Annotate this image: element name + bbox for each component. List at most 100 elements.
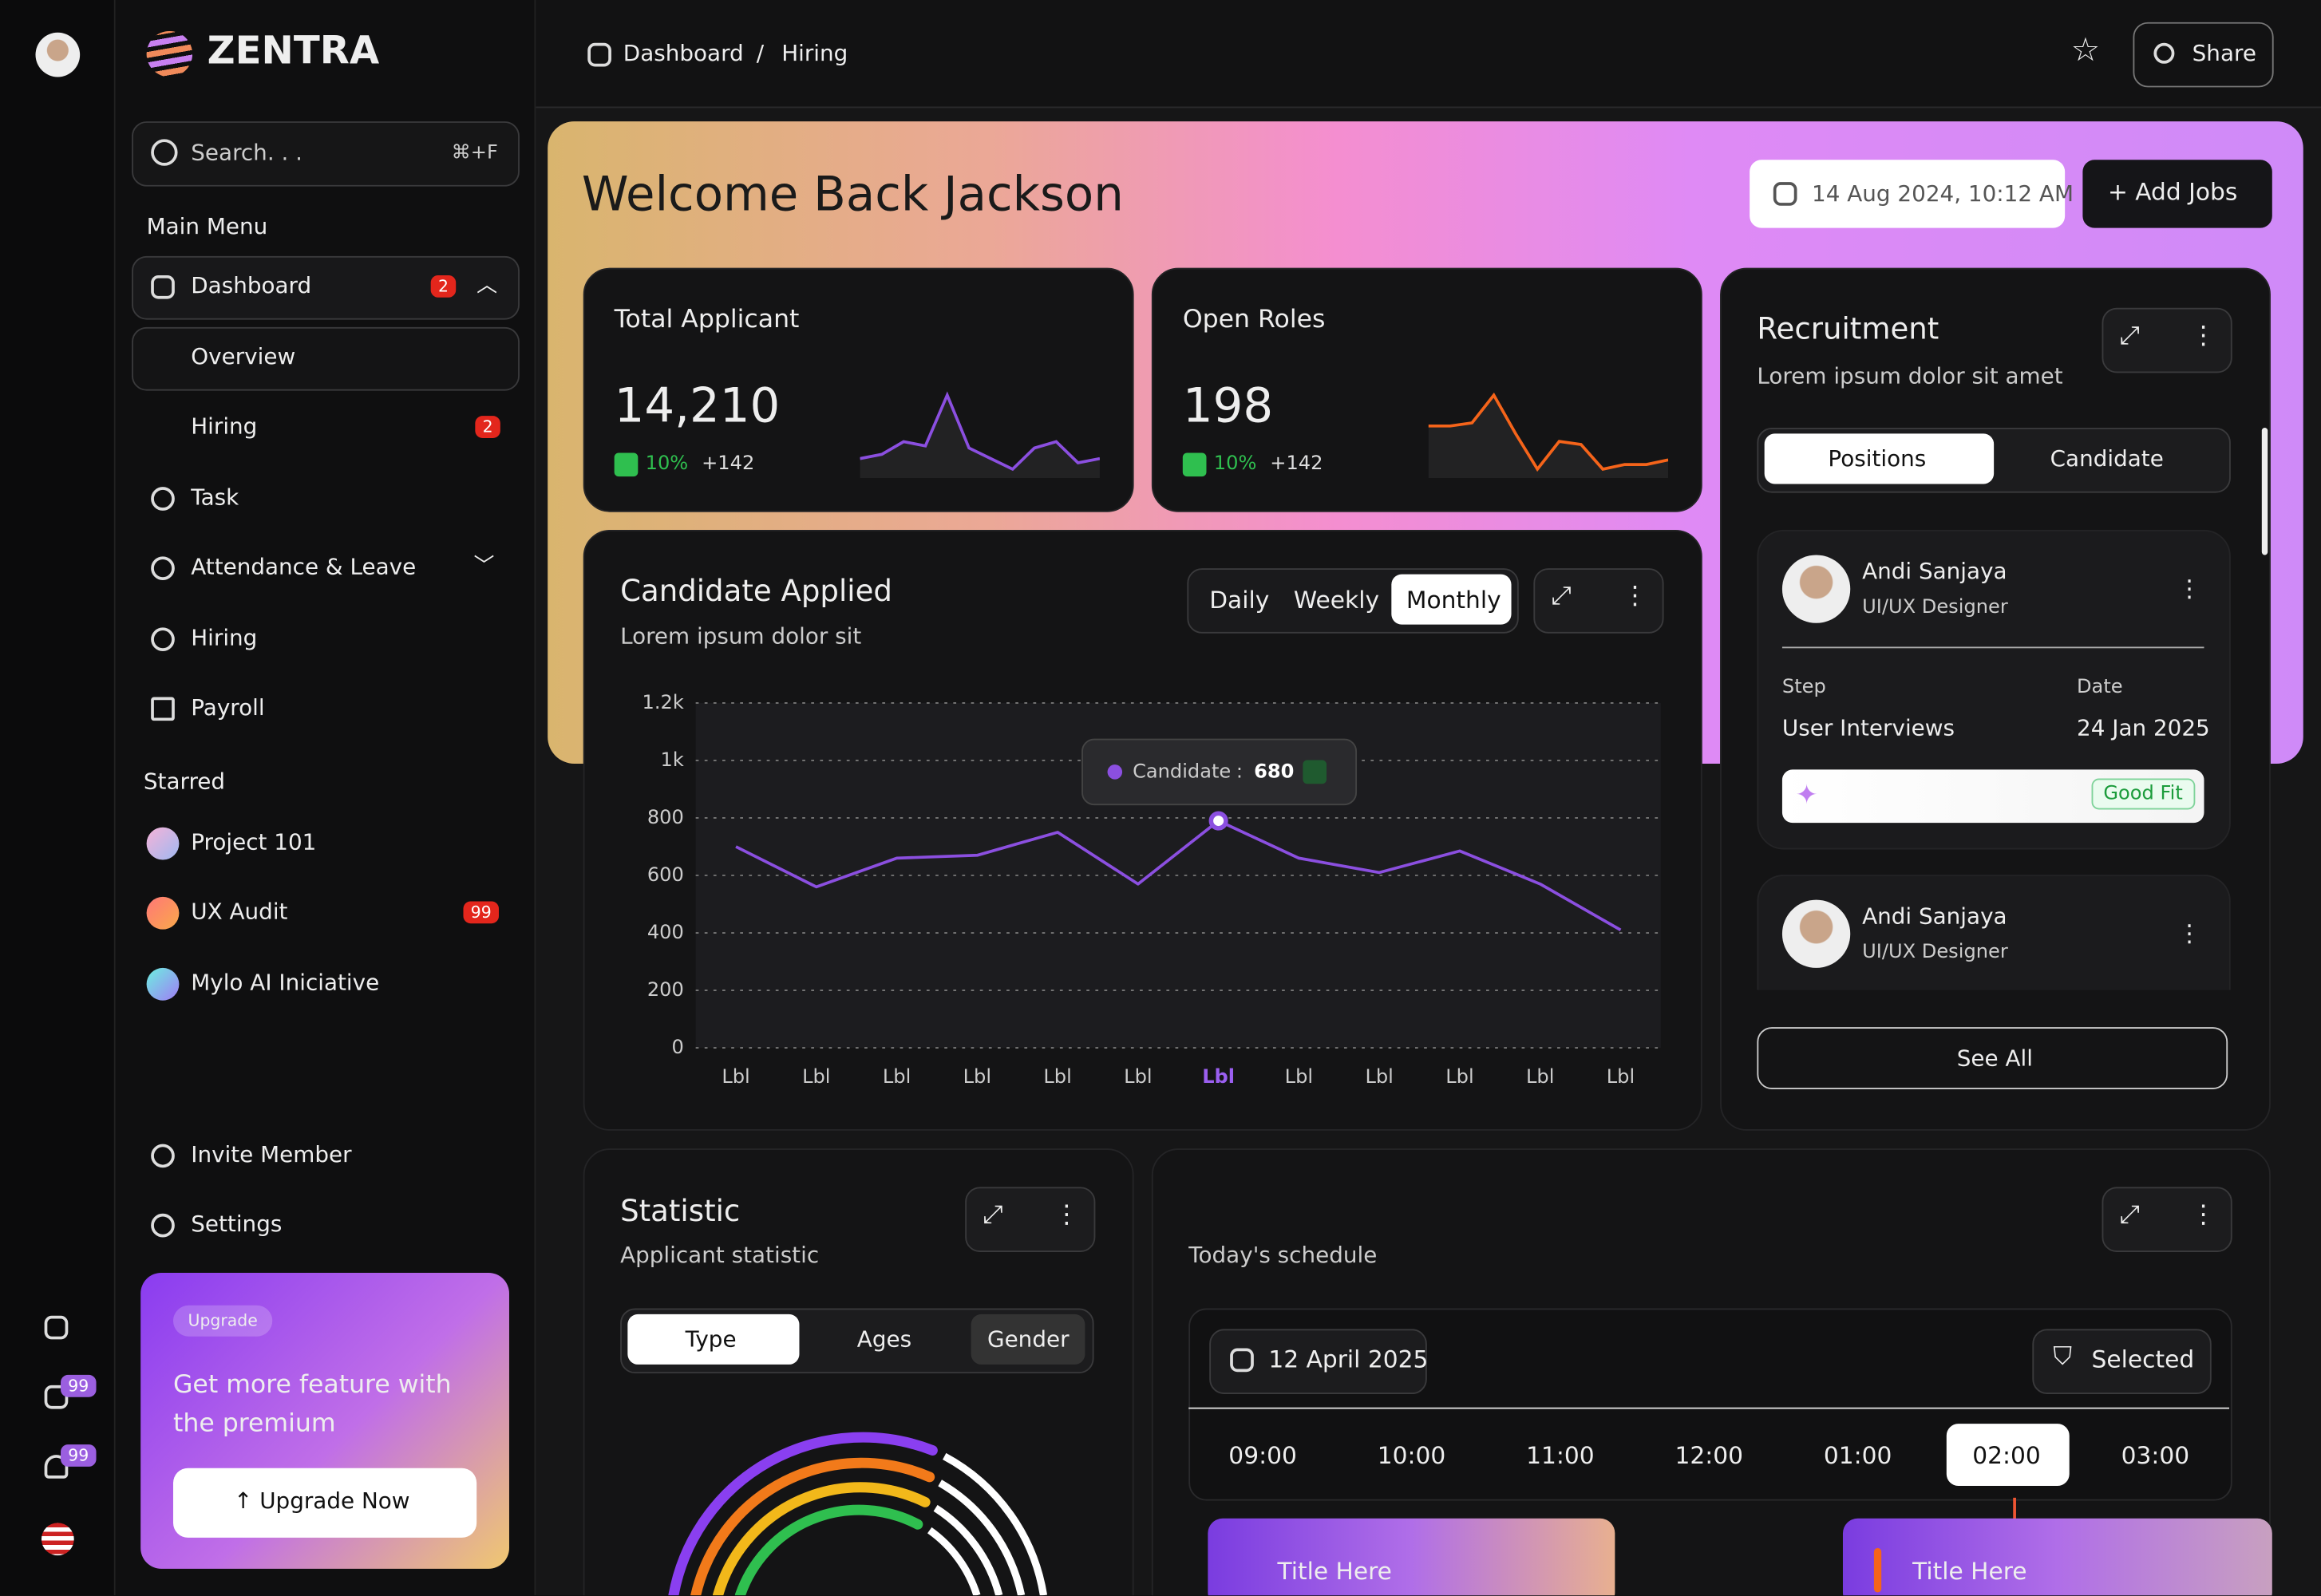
date-text[interactable]: 14 Aug 2024, 10:12 AM [1812, 180, 2074, 207]
nav-subitem[interactable] [132, 326, 520, 391]
more-icon[interactable]: ⋮ [2177, 574, 2201, 602]
tooltip-value: 680 [1254, 760, 1294, 782]
bell-icon[interactable] [44, 1455, 69, 1479]
upgrade-button[interactable] [172, 1468, 477, 1538]
candidate-role: UI/UX Designer [1862, 941, 2008, 964]
button-label[interactable]: + Add Jobs [2108, 178, 2237, 206]
more-icon[interactable]: ⋮ [1054, 1200, 1079, 1231]
time-slot[interactable]: 03:00 [2121, 1441, 2190, 1470]
tab[interactable]: Ages [856, 1325, 912, 1353]
more-icon[interactable]: ⋮ [1622, 581, 1648, 611]
chart-subtitle: Lorem ipsum dolor sit [620, 622, 862, 650]
y-tick-label: 1.2k [643, 691, 684, 713]
event-title[interactable]: Title Here [1277, 1557, 1392, 1586]
event-block[interactable] [1208, 1518, 1615, 1596]
expand-icon[interactable]: ⤢ [1551, 581, 1572, 611]
share-label[interactable]: Share [2192, 40, 2256, 67]
badge: 2 [475, 416, 500, 438]
nav-label[interactable]: Project 101 [191, 828, 317, 855]
card-actions[interactable] [1533, 568, 1664, 634]
stat-value: 14,210 [614, 377, 781, 434]
nav-label[interactable]: Settings [191, 1211, 283, 1238]
calendar-icon[interactable] [44, 1315, 69, 1340]
nav-label[interactable]: Attendance & Leave [191, 553, 417, 581]
tab[interactable]: Gender [987, 1325, 1070, 1353]
series-line [735, 819, 1622, 932]
nav-item-active[interactable] [132, 255, 520, 320]
nav-label[interactable]: UX Audit [191, 898, 288, 926]
inbox-icon[interactable] [44, 1385, 69, 1409]
nav-label[interactable]: Dashboard [191, 272, 312, 299]
time-slot[interactable]: 11:00 [1526, 1441, 1595, 1470]
tab[interactable]: Type [685, 1325, 737, 1353]
filter-button[interactable] [2032, 1329, 2212, 1395]
tab[interactable]: Weekly [1293, 586, 1380, 614]
sparkline-line [1428, 392, 1669, 472]
chevron[interactable]: ﹀ [473, 555, 495, 579]
expand-icon[interactable]: ⤢ [2119, 321, 2141, 351]
avatar[interactable] [35, 32, 81, 77]
nav-label[interactable]: Invite Member [191, 1140, 352, 1168]
nav-label[interactable]: Mylo AI Iniciative [191, 969, 380, 997]
card-actions[interactable] [2102, 307, 2232, 373]
star-button[interactable]: ☆ [2070, 32, 2101, 70]
button-label[interactable]: See All [1956, 1045, 2033, 1072]
button-label[interactable]: ↑ Upgrade Now [234, 1487, 410, 1514]
breadcrumb-sep: / [756, 40, 765, 67]
nav-label[interactable]: Hiring [191, 624, 258, 652]
date-button[interactable] [1209, 1329, 1427, 1395]
chevron[interactable]: ︿ [476, 274, 498, 298]
expand-icon[interactable]: ⤢ [983, 1200, 1003, 1231]
nav-label[interactable]: Overview [191, 343, 296, 370]
tab[interactable]: Monthly [1406, 586, 1501, 614]
tab[interactable]: Candidate [2050, 445, 2164, 472]
badge: 99 [61, 1374, 97, 1397]
more-icon[interactable]: ⋮ [2177, 918, 2201, 947]
time-slot[interactable]: 09:00 [1228, 1441, 1297, 1470]
tab[interactable]: Positions [1828, 445, 1927, 472]
sparkline [860, 391, 1100, 479]
tooltip [1081, 738, 1358, 806]
tab[interactable]: Daily [1209, 586, 1270, 614]
x-tick-label: Lbl [1365, 1065, 1393, 1088]
share-icon [2153, 42, 2175, 64]
candidate-role: UI/UX Designer [1862, 596, 2008, 619]
ring [938, 1479, 1026, 1596]
trend-icon [614, 452, 639, 477]
time-slot[interactable]: 10:00 [1377, 1441, 1446, 1470]
card-actions[interactable] [965, 1187, 1096, 1252]
date-label[interactable]: 12 April 2025 [1268, 1345, 1429, 1374]
more-icon[interactable]: ⋮ [2190, 321, 2216, 351]
badge: 99 [463, 901, 499, 924]
time-slot[interactable]: 12:00 [1675, 1441, 1743, 1470]
nav-label[interactable]: Hiring [191, 413, 258, 440]
date-picker[interactable] [1750, 160, 2066, 228]
time-slot[interactable]: 01:00 [1823, 1441, 1892, 1470]
upgrade-text: Get more feature with the premium [172, 1370, 452, 1439]
time-active[interactable] [1945, 1424, 2069, 1487]
more-icon[interactable]: ⋮ [2190, 1200, 2216, 1231]
search-placeholder: Search. . . [191, 139, 303, 166]
see-all-button[interactable] [1757, 1027, 2228, 1089]
time-slot[interactable]: 02:00 [1972, 1441, 2041, 1470]
tab-hover[interactable] [971, 1314, 1085, 1365]
add-jobs-button[interactable] [2082, 160, 2272, 228]
tab-active[interactable] [1391, 574, 1512, 625]
nav-label[interactable]: Payroll [191, 693, 265, 721]
hiring-icon [151, 627, 175, 652]
search[interactable] [132, 121, 520, 187]
expand-icon[interactable]: ⤢ [2119, 1200, 2141, 1231]
event-block[interactable] [1842, 1518, 2272, 1596]
tooltip-name: Candidate [1133, 760, 1231, 782]
breadcrumb[interactable]: Dashboard [623, 40, 744, 67]
nav-label[interactable]: Task [191, 484, 239, 511]
event-title[interactable]: Title Here [1912, 1557, 2027, 1586]
breadcrumb[interactable]: Hiring [781, 40, 848, 67]
card-actions[interactable] [2102, 1187, 2232, 1252]
settings-icon [151, 1213, 175, 1238]
flag[interactable] [41, 1523, 74, 1556]
tab-active[interactable] [627, 1314, 800, 1365]
tab-active[interactable] [1764, 433, 1995, 484]
field-value: 24 Jan 2025 [2076, 714, 2210, 742]
filter-label[interactable]: Selected [2091, 1345, 2195, 1374]
